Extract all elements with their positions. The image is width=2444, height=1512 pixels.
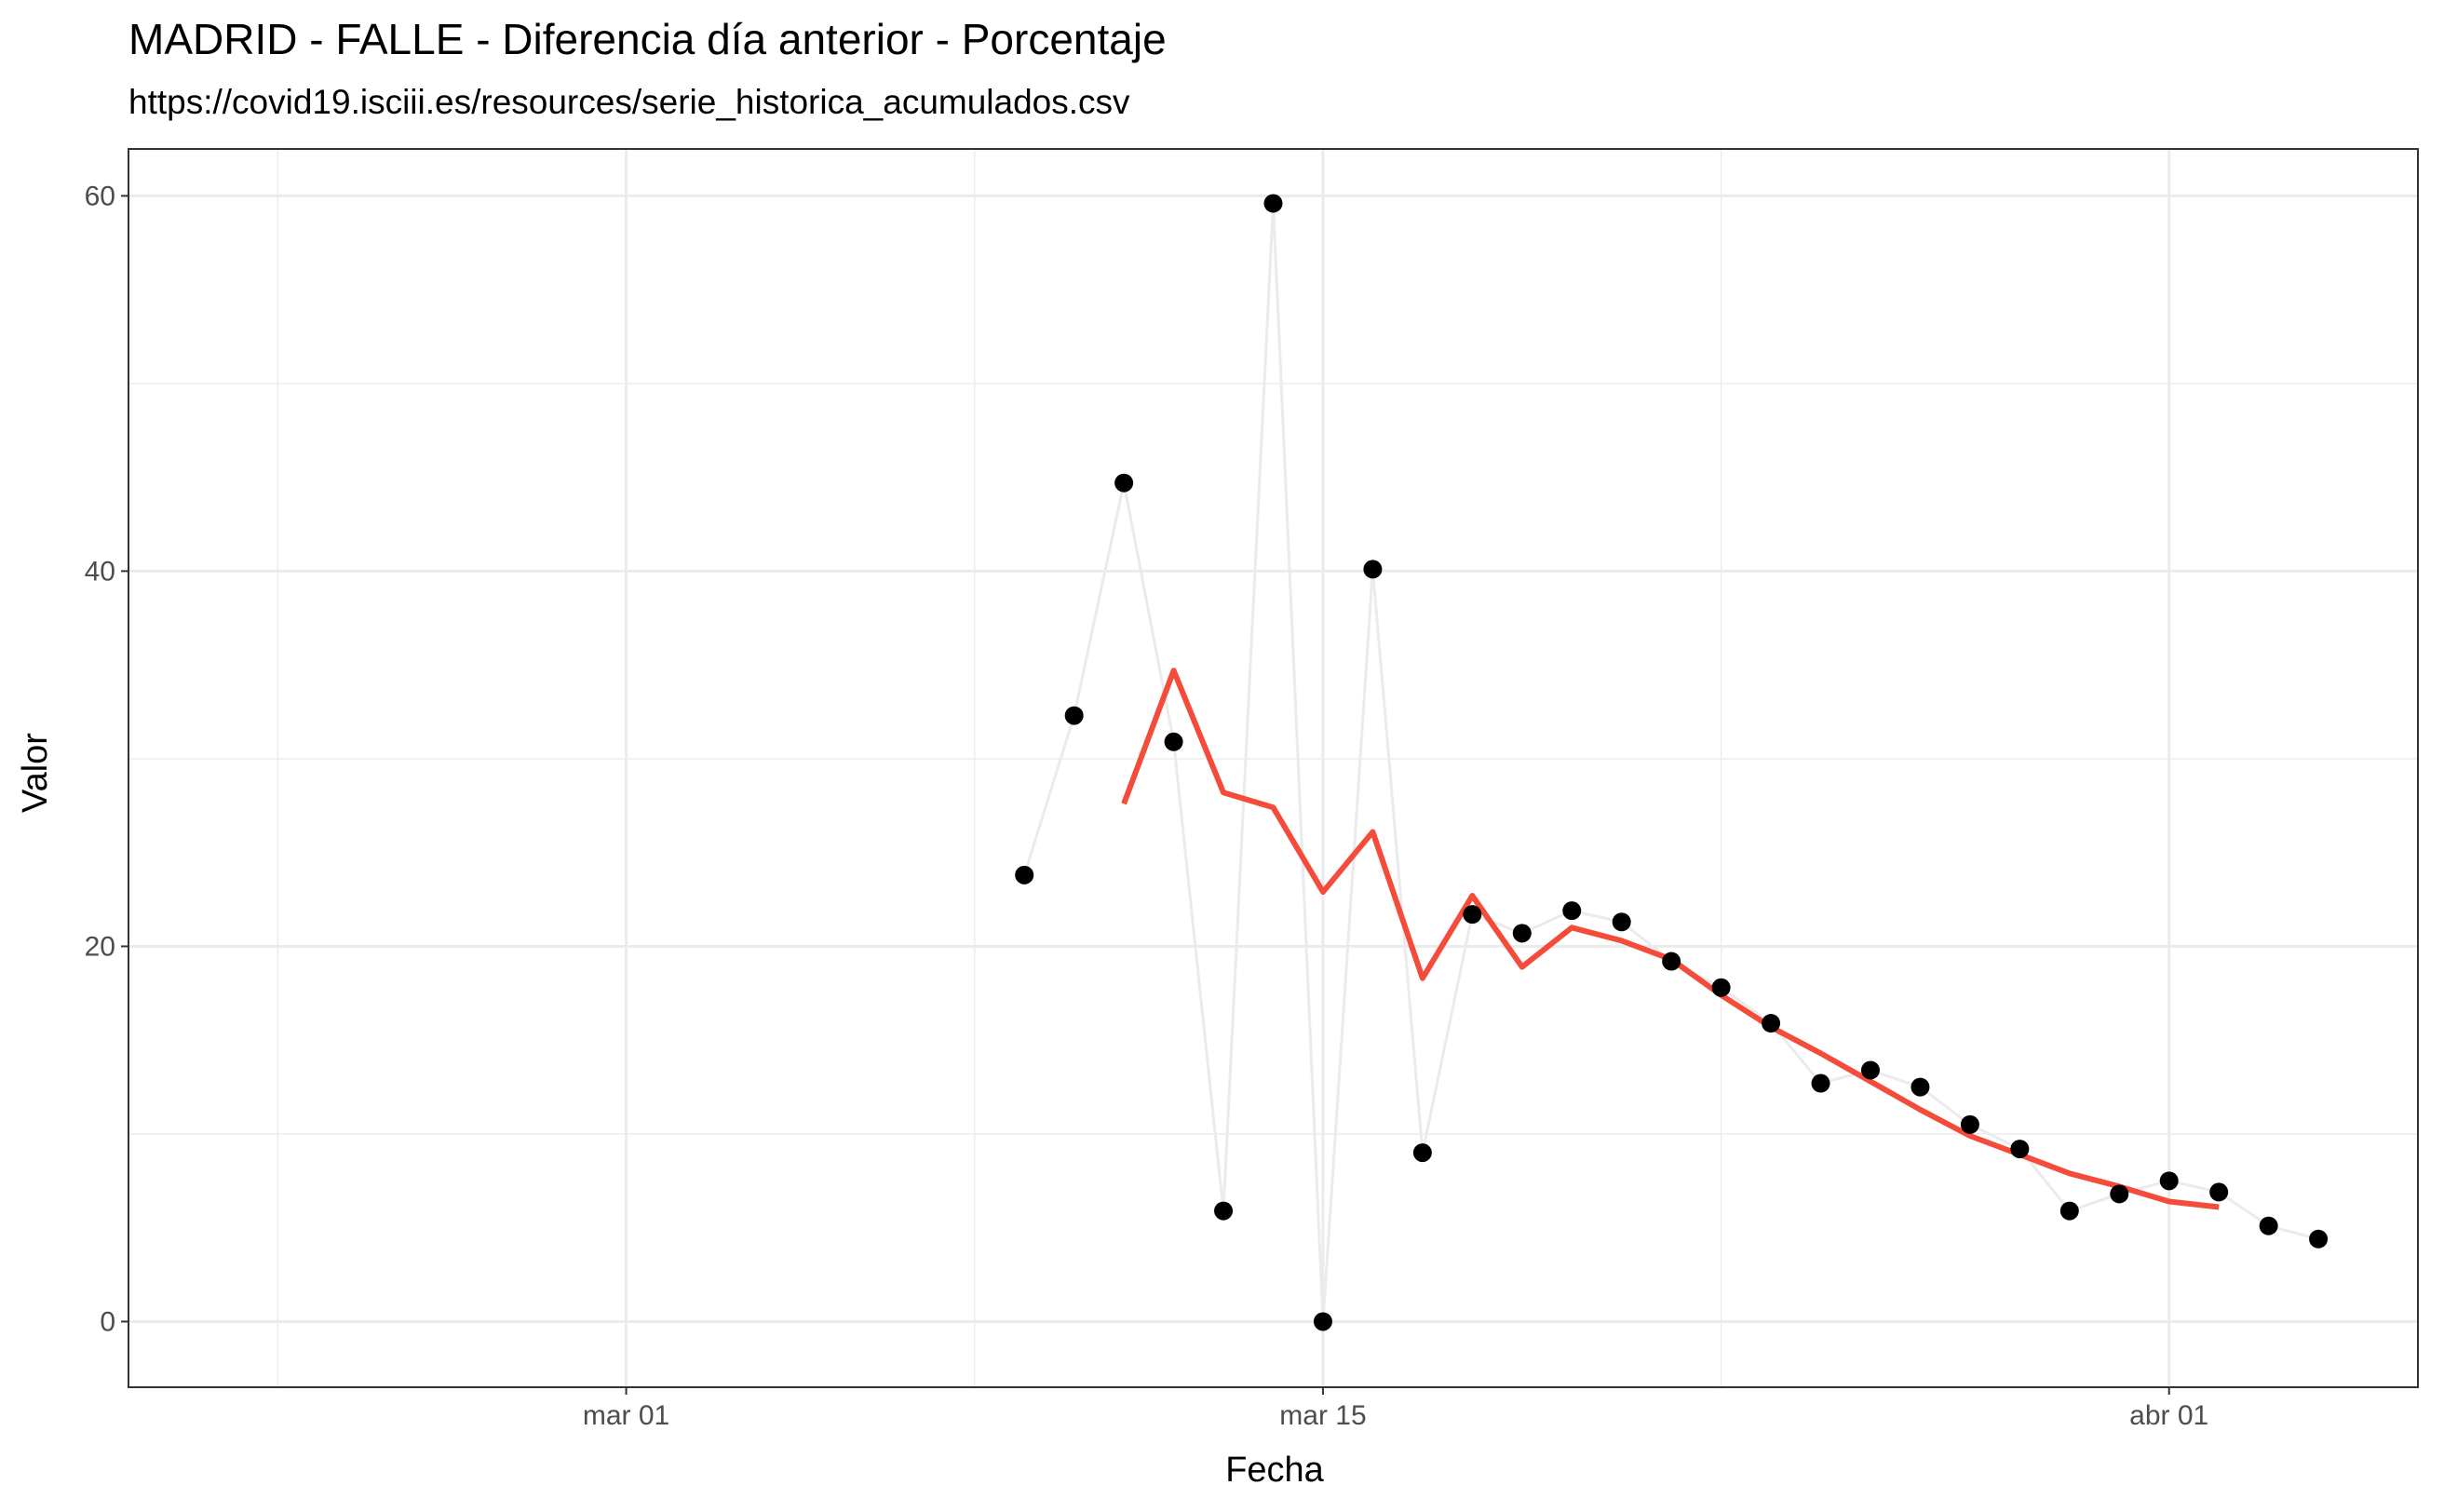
plot-area: 0 20 40 60 mar 01 mar 15 abr 01: [85, 148, 2419, 1431]
y-tick-label: 20: [85, 931, 115, 962]
x-tick-label: mar 01: [583, 1400, 669, 1431]
data-point: [1662, 952, 1681, 971]
chart-subtitle: https://covid19.isciii.es/resources/seri…: [128, 83, 1130, 121]
data-point: [1363, 560, 1383, 579]
data-point: [2259, 1216, 2278, 1235]
data-point: [2209, 1182, 2229, 1202]
data-point: [1015, 865, 1034, 884]
data-point: [2010, 1140, 2030, 1159]
data-point: [1612, 912, 1631, 932]
data-point: [2159, 1171, 2179, 1191]
data-point: [1562, 901, 1582, 921]
data-point: [2059, 1201, 2079, 1221]
y-tick-label: 0: [100, 1306, 115, 1337]
data-point: [1860, 1060, 1880, 1080]
y-tick-label: 60: [85, 181, 115, 211]
data-point: [2309, 1229, 2329, 1249]
data-point: [1711, 978, 1731, 997]
data-point: [1412, 1143, 1432, 1163]
x-axis-title: Fecha: [1225, 1451, 1324, 1490]
y-tick-label: 40: [85, 556, 115, 587]
data-point: [1762, 1014, 1781, 1033]
data-point: [1263, 194, 1283, 213]
y-axis-title: Valor: [16, 733, 55, 813]
data-point: [1313, 1312, 1332, 1331]
plot-border: [128, 148, 2419, 1388]
data-point: [1512, 924, 1532, 943]
x-tick-label: abr 01: [2129, 1400, 2208, 1431]
x-tick-label: mar 15: [1279, 1400, 1366, 1431]
data-point: [1214, 1201, 1234, 1221]
data-point: [1960, 1114, 1979, 1134]
chart-title: MADRID - FALLE - Diferencia día anterior…: [128, 15, 1167, 63]
data-point: [1911, 1077, 1930, 1097]
data-point: [1114, 473, 1134, 493]
data-point: [1463, 905, 1482, 925]
data-point: [1064, 706, 1084, 725]
data-point: [2110, 1184, 2129, 1204]
plot-background: [128, 149, 2418, 1387]
data-point: [1164, 732, 1183, 751]
data-point: [1811, 1073, 1830, 1093]
